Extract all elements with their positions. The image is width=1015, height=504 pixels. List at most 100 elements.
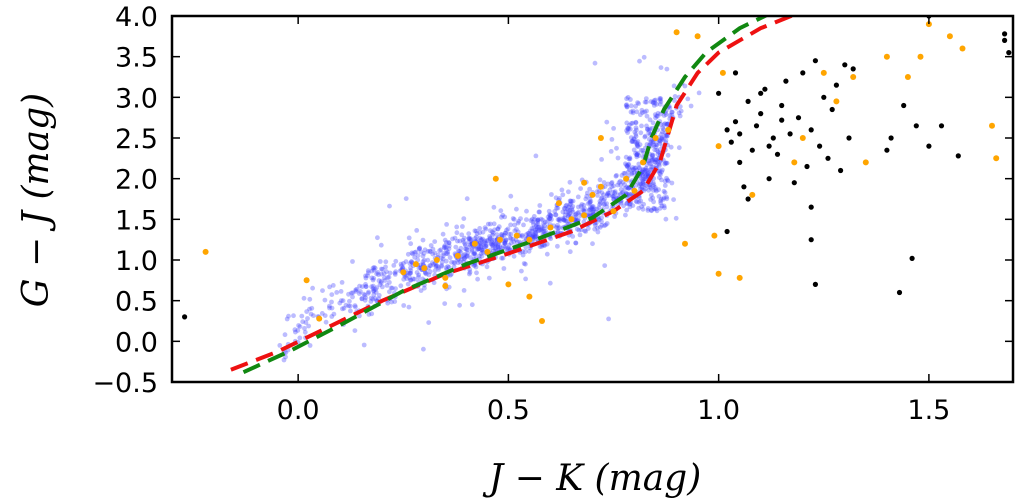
cloud-point xyxy=(610,193,615,199)
cloud-point xyxy=(322,297,328,303)
cloud-point xyxy=(450,236,455,242)
cloud-point xyxy=(590,209,596,215)
cloud-point xyxy=(567,207,573,213)
cloud-point xyxy=(416,246,422,252)
cloud-point xyxy=(311,313,316,318)
cloud-point xyxy=(491,204,497,210)
cloud-point xyxy=(532,217,537,223)
cloud-point xyxy=(627,122,632,128)
cloud-point xyxy=(649,152,655,158)
cloud-point xyxy=(369,275,375,281)
cloud-point xyxy=(636,101,641,106)
black-point xyxy=(766,176,772,182)
cloud-point xyxy=(617,178,623,184)
cloud-point xyxy=(464,246,469,252)
black-point xyxy=(762,86,768,92)
cloud-point xyxy=(495,244,501,249)
cloud-point xyxy=(602,196,607,202)
cloud-point xyxy=(433,264,439,270)
cloud-point xyxy=(625,130,630,135)
cloud-point xyxy=(486,275,492,281)
cloud-point xyxy=(422,285,427,291)
orange-point xyxy=(412,261,419,268)
cloud-point xyxy=(660,125,666,131)
cloud-point xyxy=(365,268,371,274)
cloud-point xyxy=(302,329,308,335)
cloud-point xyxy=(508,240,514,246)
cloud-point xyxy=(658,111,663,117)
cloud-point xyxy=(479,244,484,250)
cloud-point xyxy=(633,125,639,131)
cloud-point xyxy=(420,259,426,264)
cloud-point xyxy=(531,234,536,240)
cloud-point xyxy=(634,152,640,158)
cloud-point xyxy=(633,120,639,126)
cloud-point xyxy=(625,125,631,131)
cloud-point xyxy=(576,204,581,210)
black-point xyxy=(829,106,835,113)
cloud-point xyxy=(614,173,619,178)
cloud-point xyxy=(635,144,641,150)
cloud-point xyxy=(538,228,544,234)
cloud-point xyxy=(417,245,423,251)
cloud-point xyxy=(557,196,562,201)
cloud-point xyxy=(603,222,609,228)
cloud-point xyxy=(393,258,399,264)
cloud-point xyxy=(488,241,494,247)
cloud-point xyxy=(602,184,608,190)
cloud-point xyxy=(568,198,574,204)
cloud-point xyxy=(457,238,463,244)
cloud-point xyxy=(614,145,619,151)
cloud-point xyxy=(654,101,660,107)
cloud-point xyxy=(640,167,646,173)
cloud-point xyxy=(349,290,354,296)
cloud-point xyxy=(626,185,631,191)
y-tick-label: −0.5 xyxy=(92,368,158,399)
cloud-point xyxy=(438,255,444,261)
cloud-point xyxy=(655,110,661,116)
cloud-point xyxy=(633,119,639,125)
cloud-point xyxy=(476,244,481,250)
cloud-point xyxy=(352,328,358,333)
cloud-point xyxy=(587,196,593,202)
cloud-point xyxy=(605,190,611,196)
cloud-point xyxy=(339,280,345,285)
cloud-point xyxy=(526,232,532,238)
cloud-point xyxy=(401,261,406,266)
cloud-point xyxy=(460,224,465,229)
cloud-point xyxy=(561,206,567,211)
cloud-point xyxy=(555,217,561,223)
cloud-point xyxy=(635,150,641,156)
cloud-point xyxy=(599,190,605,196)
cloud-point xyxy=(597,177,603,183)
cloud-point xyxy=(516,218,522,224)
cloud-point xyxy=(592,60,598,66)
cloud-point xyxy=(462,235,467,241)
cloud-point xyxy=(651,199,656,205)
cloud-point xyxy=(532,234,538,240)
cloud-point xyxy=(624,201,630,206)
cloud-point xyxy=(570,198,576,204)
cloud-point xyxy=(426,272,432,278)
cloud-point xyxy=(648,161,654,166)
cloud-point xyxy=(598,200,603,206)
cloud-point xyxy=(371,265,377,270)
cloud-point xyxy=(529,216,535,222)
cloud-point xyxy=(472,236,478,241)
cloud-point xyxy=(533,222,539,228)
cloud-point xyxy=(624,207,630,213)
cloud-point xyxy=(570,234,576,239)
cloud-point xyxy=(513,237,519,243)
x-tick-label: 1.0 xyxy=(697,395,740,426)
cloud-point xyxy=(639,204,644,210)
cloud-point xyxy=(432,239,438,245)
cloud-point xyxy=(363,273,368,279)
cloud-point xyxy=(595,229,601,235)
cloud-point xyxy=(427,263,433,268)
cloud-point xyxy=(647,160,652,166)
orange-point xyxy=(820,69,827,76)
cloud-point xyxy=(630,138,635,144)
cloud-point xyxy=(442,244,447,250)
cloud-point xyxy=(651,142,657,148)
cloud-point xyxy=(596,188,602,194)
